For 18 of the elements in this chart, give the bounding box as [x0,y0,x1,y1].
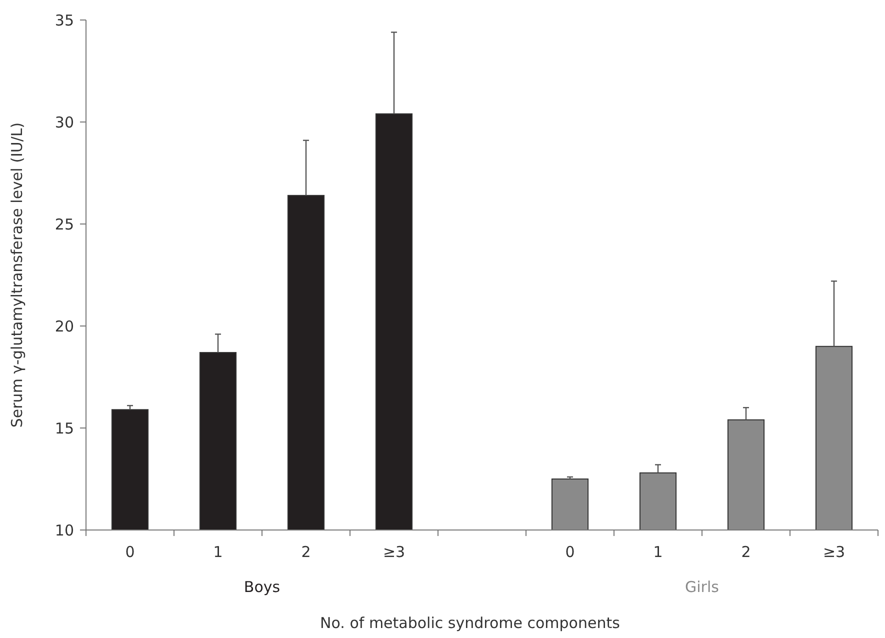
x-tick-label: 1 [653,543,663,561]
x-tick-label: ≥3 [382,543,406,561]
x-tick-label: 0 [565,543,575,561]
x-tick-label: 0 [125,543,135,561]
x-tick-label: 2 [741,543,751,561]
x-tick-label: 1 [213,543,223,561]
text: Girls [685,578,720,596]
x-axis-title: No. of metabolic syndrome components [320,614,620,632]
text: Boys [244,578,280,596]
x-tick-label: 2 [301,543,311,561]
y-tick-label: 20 [54,317,74,336]
y-tick-label: 30 [54,113,74,132]
y-tick-label: 15 [54,419,74,438]
y-tick-label: 25 [54,215,74,234]
y-axis-title: Serum γ-glutamyltransferase level (IU/L) [8,122,26,428]
x-tick-label: ≥3 [822,543,846,561]
y-tick-label: 35 [54,11,74,30]
y-tick-label: 10 [54,521,74,540]
